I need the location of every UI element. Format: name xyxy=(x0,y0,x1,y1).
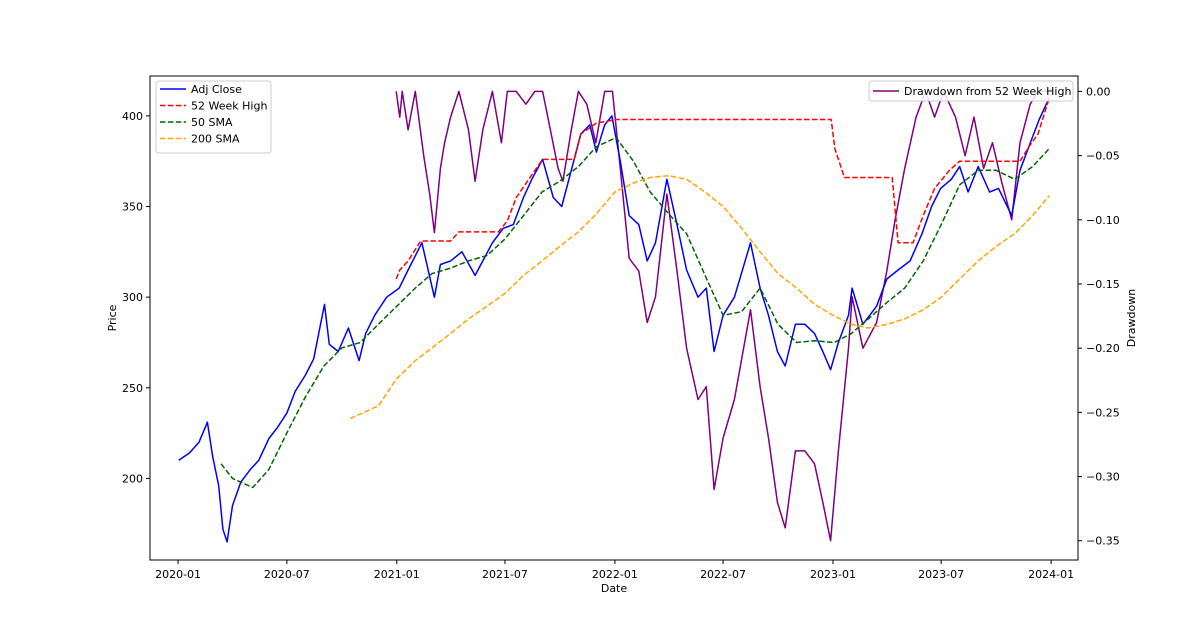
x-axis-label: Date xyxy=(601,582,628,595)
legend-label: 200 SMA xyxy=(191,133,240,146)
y2-tick-label: −0.25 xyxy=(1086,406,1120,419)
y-tick-label: 400 xyxy=(122,110,143,123)
adj-close-line xyxy=(178,97,1050,543)
y2-tick-label: −0.35 xyxy=(1086,535,1120,548)
y2-tick-label: 0.00 xyxy=(1086,85,1111,98)
y-axis-left: 200 250 300 350 400 xyxy=(122,110,150,485)
plot-frame xyxy=(149,75,1079,561)
legend-label: 52 Week High xyxy=(191,100,267,113)
y-tick-label: 300 xyxy=(122,291,143,304)
x-tick-label: 2024-01 xyxy=(1028,568,1074,581)
x-tick-label: 2020-01 xyxy=(155,568,201,581)
legend-right-box xyxy=(868,80,1074,102)
y2-tick-label: −0.15 xyxy=(1086,278,1120,291)
x-tick-label: 2021-01 xyxy=(374,568,420,581)
legend-left: Adj Close 52 Week High 50 SMA 200 SMA xyxy=(155,80,272,154)
legend-left-box xyxy=(155,80,272,154)
legend-label: 50 SMA xyxy=(191,116,233,129)
sma50-line xyxy=(220,136,1050,489)
week52-high-line xyxy=(395,97,1051,280)
y-axis-right: −0.35 −0.30 −0.25 −0.20 −0.15 −0.10 −0.05 0.00 xyxy=(1078,85,1120,548)
y2-tick-label: −0.05 xyxy=(1086,150,1120,163)
y-tick-label: 350 xyxy=(122,201,143,214)
x-tick-label: 2021-07 xyxy=(482,568,528,581)
x-tick-label: 2022-07 xyxy=(700,568,746,581)
series-layer xyxy=(178,90,1051,543)
y2-tick-label: −0.10 xyxy=(1086,214,1120,227)
y-tick-label: 250 xyxy=(122,382,143,395)
legend-right: Drawdown from 52 Week High xyxy=(868,80,1074,102)
legend-label: Adj Close xyxy=(191,83,242,96)
x-axis: 2020-01 2020-07 2021-01 2021-07 2022-01 2022-… xyxy=(155,560,1074,581)
y-tick-label: 200 xyxy=(122,472,143,485)
x-tick-label: 2020-07 xyxy=(264,568,310,581)
sma200-line xyxy=(349,174,1050,420)
y2-axis-label: Drawdown xyxy=(1125,289,1138,347)
legend-label: Drawdown from 52 Week High xyxy=(904,85,1071,98)
y2-tick-label: −0.30 xyxy=(1086,471,1120,484)
y-axis-label: Price xyxy=(106,304,119,331)
x-tick-label: 2023-01 xyxy=(810,568,856,581)
x-tick-label: 2022-01 xyxy=(592,568,638,581)
y2-tick-label: −0.20 xyxy=(1086,342,1120,355)
x-tick-label: 2023-07 xyxy=(918,568,964,581)
